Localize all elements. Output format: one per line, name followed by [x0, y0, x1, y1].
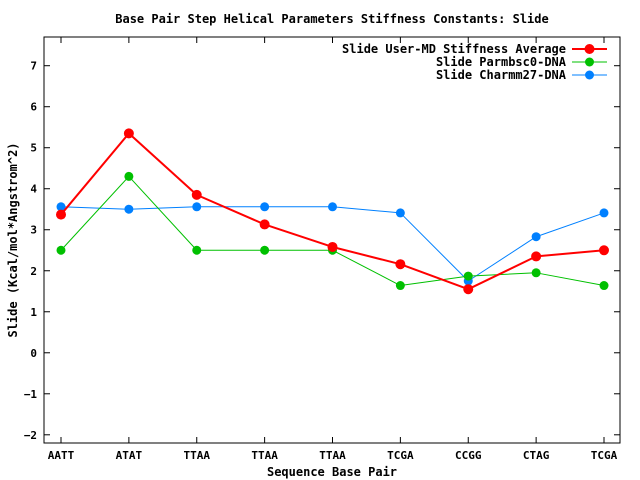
data-point	[395, 259, 406, 270]
series-1	[56, 128, 609, 295]
series-3	[56, 202, 609, 286]
data-point	[124, 171, 134, 181]
x-tick-label: TCGA	[387, 449, 414, 462]
data-point	[531, 268, 541, 278]
legend-swatch-marker	[584, 44, 595, 54]
x-tick-label: CCGG	[455, 449, 482, 462]
legend-label: Slide Charmm27-DNA	[436, 68, 567, 82]
x-tick-label: TTAA	[184, 449, 211, 462]
data-point	[395, 281, 405, 291]
data-point	[599, 208, 609, 218]
y-tick-label: 2	[30, 265, 37, 278]
data-point	[463, 284, 474, 295]
data-point	[260, 245, 270, 255]
y-tick-label: 1	[30, 306, 37, 319]
data-point	[531, 232, 541, 242]
data-point	[192, 202, 202, 212]
y-tick-label: 3	[30, 224, 37, 237]
y-tick-label: 7	[30, 60, 37, 73]
y-tick-label: 6	[30, 101, 37, 114]
y-tick-label: 5	[30, 142, 37, 155]
data-point	[123, 128, 134, 139]
x-tick-label: AATT	[48, 449, 75, 462]
data-point	[395, 208, 405, 218]
x-tick-label: TTAA	[251, 449, 278, 462]
legend-swatch-marker	[585, 70, 594, 80]
legend-label: Slide User-MD Stiffness Average	[342, 42, 566, 56]
series-2	[56, 171, 609, 291]
data-point	[599, 245, 609, 256]
x-tick-label: ATAT	[116, 449, 143, 462]
data-point	[56, 202, 66, 212]
series-line	[60, 132, 605, 291]
y-tick-label: 0	[30, 347, 37, 360]
data-point	[192, 245, 202, 255]
series-layer	[56, 128, 609, 295]
y-axis: −2 −1 0 1 2 3 4 5 6 7	[24, 60, 620, 442]
x-tick-label: TCGA	[591, 449, 618, 462]
series-line	[60, 175, 605, 287]
x-tick-label: TTAA	[319, 449, 346, 462]
data-point	[463, 271, 473, 281]
data-point	[191, 189, 202, 200]
data-point	[531, 251, 542, 262]
x-axis-label: Sequence Base Pair	[267, 465, 397, 479]
data-point	[328, 202, 337, 212]
data-point	[599, 281, 609, 291]
y-tick-label: −2	[24, 429, 37, 442]
data-point	[56, 209, 66, 220]
data-point	[327, 241, 338, 252]
legend-label: Slide Parmbsc0-DNA	[436, 55, 567, 69]
data-point	[56, 245, 66, 255]
y-axis-label: Slide (Kcal/mol*Angstrom^2)	[6, 142, 20, 337]
x-tick-label: CTAG	[523, 449, 550, 462]
x-axis: AATT ATAT TTAA TTAA TTAA TCGA CCGG CTAG TCGA	[48, 37, 618, 462]
y-tick-label: −1	[24, 388, 38, 401]
data-point	[259, 219, 270, 230]
chart-title: Base Pair Step Helical Parameters Stiffn…	[115, 12, 548, 26]
data-point	[124, 204, 134, 214]
y-tick-label: 4	[30, 183, 37, 196]
legend-swatch-marker	[585, 57, 594, 67]
data-point	[260, 202, 270, 212]
